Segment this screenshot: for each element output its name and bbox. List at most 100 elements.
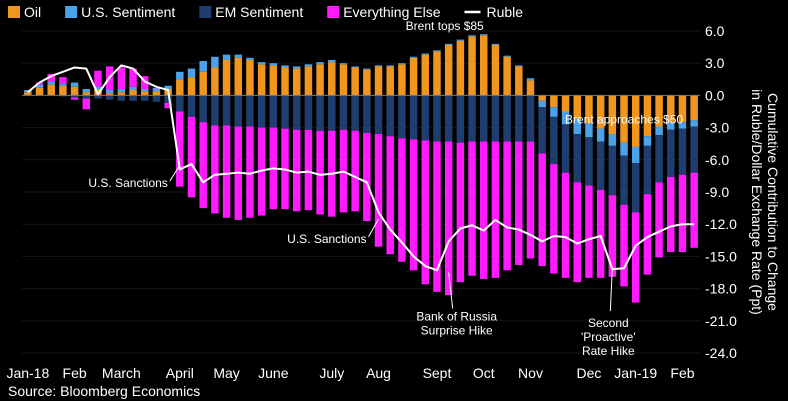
legend-label: Oil <box>24 4 41 20</box>
x-tick-label: July <box>319 365 344 381</box>
bar-segment-u-s-sentiment <box>164 85 172 89</box>
bar-segment-everything-else <box>515 141 523 265</box>
bar-segment-everything-else <box>538 153 546 267</box>
bar-segment-oil <box>456 40 465 96</box>
bar-segment-everything-else <box>585 185 593 278</box>
bar-segment-em-sentiment <box>70 95 79 98</box>
bar-segment-em-sentiment <box>386 95 394 137</box>
bar-segment-u-s-sentiment <box>176 71 184 80</box>
bar-segment-everything-else <box>363 132 371 221</box>
bar-segment-u-s-sentiment <box>573 119 581 135</box>
bar-segment-oil <box>281 67 289 96</box>
source-note: Source: Bloomberg Economics <box>8 383 200 399</box>
bar-segment-everything-else <box>211 125 219 214</box>
bar-segment-everything-else <box>690 172 698 248</box>
bar-segment-u-s-sentiment <box>526 78 535 81</box>
annotation-leader <box>368 218 379 238</box>
bar-segment-em-sentiment <box>234 95 242 127</box>
bar-segment-oil <box>152 91 161 96</box>
bar-segment-em-sentiment <box>281 95 289 129</box>
y-tick-label: 6.0 <box>705 23 725 39</box>
bar-segment-u-s-sentiment <box>456 39 465 41</box>
legend-item-u-s-sentiment: U.S. Sentiment <box>65 4 175 20</box>
annotation-text: Bank of Russia <box>416 310 497 324</box>
bar-segment-oil <box>538 95 546 101</box>
bar-segment-u-s-sentiment <box>690 120 698 127</box>
bar-segment-u-s-sentiment <box>292 66 301 69</box>
y-tick-label: -9.0 <box>705 184 729 200</box>
bar-segment-em-sentiment <box>538 107 546 154</box>
bar-segment-em-sentiment <box>667 129 675 177</box>
bar-segment-everything-else <box>491 141 500 278</box>
bar-segment-everything-else <box>351 130 359 212</box>
bar-segment-everything-else <box>468 141 476 276</box>
bar-segment-u-s-sentiment <box>678 122 687 129</box>
bar-segment-oil <box>433 51 441 96</box>
bar-segment-u-s-sentiment <box>631 146 640 164</box>
bar-segment-u-s-sentiment <box>655 126 663 136</box>
bar-segment-everything-else <box>47 73 55 82</box>
bar-segment-oil <box>561 95 570 112</box>
bar-segment-everything-else <box>374 134 383 247</box>
x-axis: Jan-18 Feb March April May June July Aug Sept Oct… <box>6 365 694 381</box>
bar-segment-oil <box>526 80 535 96</box>
x-tick-label: Jan-18 <box>6 365 49 381</box>
bar-segment-oil <box>480 35 488 96</box>
bar-segment-oil <box>117 92 126 96</box>
bar-segment-u-s-sentiment <box>47 81 55 85</box>
bar-segment-u-s-sentiment <box>374 65 383 67</box>
bar-segment-everything-else <box>222 125 231 218</box>
bar-segment-everything-else <box>421 140 430 285</box>
bar-segment-oil <box>292 68 301 96</box>
bar-segment-em-sentiment <box>374 95 383 135</box>
bar-segment-em-sentiment <box>550 116 558 165</box>
bar-segment-oil <box>573 95 581 120</box>
y-tick-label: -12.0 <box>705 216 737 232</box>
legend-label: Ruble <box>487 4 524 20</box>
bar-segment-em-sentiment <box>94 95 102 99</box>
bar-segment-em-sentiment <box>129 95 137 101</box>
annotation-text: Second <box>588 316 629 330</box>
annotation: Second'Proactive'Rate Hike <box>581 267 636 358</box>
bar-segment-u-s-sentiment <box>35 84 44 88</box>
bar-segment-oil <box>47 84 55 96</box>
bar-segment-em-sentiment <box>421 95 430 141</box>
bar-segment-everything-else <box>59 77 67 84</box>
bar-segment-oil <box>257 64 266 96</box>
bar-segment-u-s-sentiment <box>234 54 242 58</box>
ruble-series-line <box>27 64 695 272</box>
bar-segment-em-sentiment <box>105 95 114 100</box>
bar-segment-everything-else <box>176 111 184 187</box>
x-tick-label: Sept <box>423 365 452 381</box>
annotation-leader <box>448 272 454 309</box>
bar-segment-u-s-sentiment <box>538 100 546 108</box>
legend-item-em-sentiment: EM Sentiment <box>199 4 303 20</box>
legend: Oil U.S. Sentiment EM Sentiment Everything … <box>8 4 523 20</box>
bar-segment-oil <box>374 66 383 96</box>
bar-segment-everything-else <box>94 70 102 87</box>
bar-segment-u-s-sentiment <box>409 56 418 58</box>
bar-segment-oil <box>339 64 348 96</box>
bar-segment-oil <box>468 36 476 96</box>
bar-segment-em-sentiment <box>222 95 231 126</box>
annotation: U.S. Sanctions <box>88 164 181 190</box>
bar-segment-em-sentiment <box>187 95 196 117</box>
bar-segment-u-s-sentiment <box>596 128 605 142</box>
bar-segment-u-s-sentiment <box>222 54 231 60</box>
bar-segment-em-sentiment <box>620 155 628 205</box>
bar-segment-everything-else <box>398 138 406 262</box>
bar-segment-em-sentiment <box>316 95 324 131</box>
annotations: Brent tops $85 Brent approaches $50 U.S. S… <box>88 19 683 358</box>
annotation-text: Surprise Hike <box>421 324 493 338</box>
bar-segment-everything-else <box>678 174 687 253</box>
bar-segment-u-s-sentiment <box>70 82 79 87</box>
bar-segment-em-sentiment <box>292 95 301 130</box>
bar-segment-em-sentiment <box>82 95 91 99</box>
bar-segment-em-sentiment <box>117 95 126 101</box>
bar-segment-u-s-sentiment <box>328 59 336 63</box>
bar-segment-everything-else <box>561 172 570 278</box>
bar-segment-em-sentiment <box>199 95 207 123</box>
ruble-line <box>27 64 695 272</box>
bar-segment-u-s-sentiment <box>94 86 102 89</box>
bar-segment-u-s-sentiment <box>211 56 219 68</box>
